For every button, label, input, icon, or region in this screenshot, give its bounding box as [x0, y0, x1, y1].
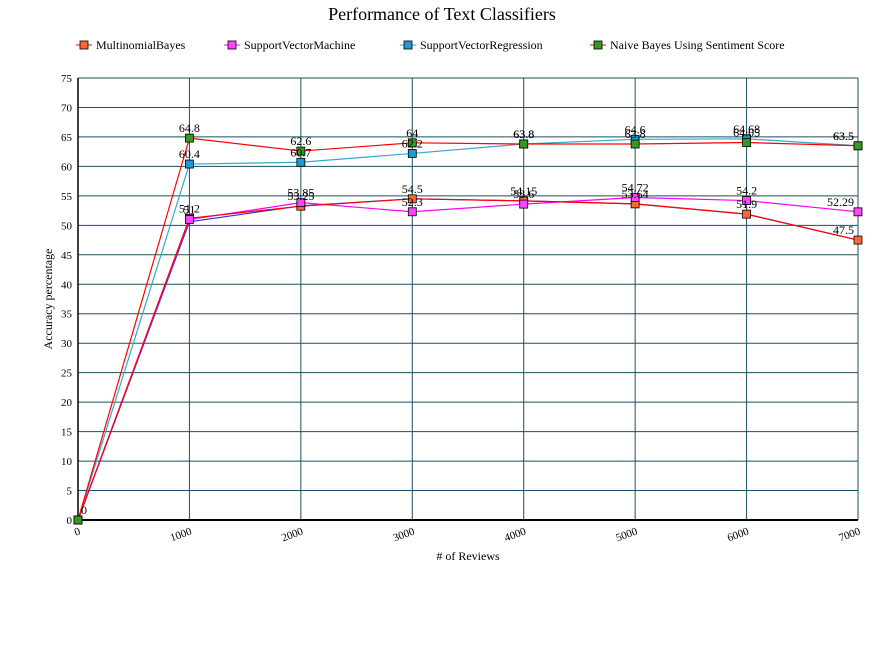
- x-tick-label: 3000: [392, 525, 417, 544]
- data-label: 63.8: [513, 127, 534, 141]
- x-tick-label: 2000: [280, 525, 305, 544]
- data-marker: [742, 196, 751, 205]
- y-tick-label: 35: [61, 309, 73, 321]
- legend-marker: [79, 40, 89, 50]
- data-label: 52.29: [827, 195, 854, 209]
- y-tick-label: 60: [61, 161, 73, 173]
- data-label: 51.9: [736, 197, 757, 211]
- data-marker: [73, 515, 83, 525]
- x-tick-label: 6000: [726, 525, 751, 544]
- data-marker: [185, 159, 194, 169]
- y-tick-label: 30: [61, 338, 73, 350]
- data-marker: [853, 235, 863, 245]
- data-label: 53.25: [287, 189, 314, 203]
- data-label: 62.6: [290, 134, 311, 148]
- data-label: 54.15: [510, 184, 537, 198]
- series-line-blue: [77, 198, 859, 521]
- y-axis-label: Accuracy percentage: [41, 249, 55, 350]
- data-label: 51: [183, 202, 195, 216]
- data-label: 54.5: [402, 182, 423, 196]
- data-label: 63.5: [833, 129, 854, 143]
- data-marker: [407, 138, 417, 148]
- legend-label: SupportVectorMachine: [244, 38, 355, 52]
- data-label: 47.5: [833, 223, 854, 237]
- data-label: 51.2: [179, 201, 200, 215]
- legend-label: SupportVectorRegression: [420, 38, 543, 52]
- data-marker: [519, 199, 529, 209]
- data-marker: [742, 138, 751, 147]
- data-marker: [185, 133, 194, 143]
- data-marker: [407, 207, 417, 217]
- data-marker: [519, 139, 529, 149]
- series-line: [77, 196, 859, 521]
- data-labels: 0 51.2 53.25 54.5 54.15 53.64 51.9 47.5 51 53.85 5…: [81, 121, 854, 517]
- y-tick-label: 10: [61, 456, 73, 468]
- legend-label: MultinomialBayes: [96, 38, 186, 52]
- legend-marker: [227, 40, 237, 50]
- series-line: [77, 137, 859, 521]
- x-tick-label: 1000: [169, 525, 194, 544]
- data-marker: [853, 141, 863, 151]
- data-label: 62.2: [402, 136, 423, 150]
- data-label: 53.6: [513, 187, 534, 201]
- data-label: 53.64: [622, 187, 649, 201]
- y-tick-label: 5: [67, 486, 73, 498]
- y-tick-label: 45: [61, 250, 73, 262]
- series-line: [77, 138, 859, 521]
- x-tick-label: 5000: [614, 525, 639, 544]
- data-marker: [630, 139, 640, 149]
- data-label: 64.68: [733, 122, 760, 136]
- grid: [78, 77, 859, 520]
- data-label: 63.5: [833, 129, 854, 143]
- series-markers: [73, 133, 863, 525]
- x-tick-label: 0: [73, 525, 83, 538]
- legend-label: Naive Bayes Using Sentiment Score: [610, 38, 785, 52]
- series-lines: [77, 137, 859, 521]
- y-tick-label: 55: [61, 191, 73, 203]
- data-marker: [630, 193, 640, 202]
- data-label: 64: [406, 126, 418, 140]
- data-marker: [853, 207, 863, 217]
- data-label: 63.8: [625, 127, 646, 141]
- data-label: 54.72: [622, 181, 649, 195]
- data-label: 53.85: [287, 186, 314, 200]
- data-marker: [296, 146, 306, 156]
- data-label: 54.2: [736, 184, 757, 198]
- y-tick-label: 65: [61, 132, 73, 144]
- x-tick-label: 4000: [503, 525, 528, 544]
- series-line: [77, 198, 859, 521]
- data-label: 0: [81, 503, 87, 517]
- legend-marker: [403, 40, 413, 50]
- data-marker: [185, 215, 194, 224]
- data-marker: [742, 209, 751, 219]
- y-tick-label: 70: [61, 102, 73, 114]
- y-tick-label: 15: [61, 427, 73, 439]
- chart-title: Performance of Text Classifiers: [328, 4, 556, 24]
- data-label: 60.4: [179, 147, 200, 161]
- data-marker: [407, 149, 417, 158]
- data-label: 64.05: [733, 126, 760, 140]
- data-marker: [296, 157, 306, 167]
- y-tick-label: 25: [61, 368, 73, 380]
- data-label: 60.7: [290, 145, 311, 159]
- data-label: 64.6: [625, 122, 646, 136]
- x-tick-label: 7000: [837, 525, 862, 544]
- data-marker: [407, 194, 417, 204]
- data-label: 52.3: [402, 195, 423, 209]
- legend-marker: [593, 40, 603, 50]
- y-tick-label: 20: [61, 397, 73, 409]
- data-marker: [296, 198, 306, 208]
- y-tick-label: 75: [61, 73, 73, 85]
- y-tick-label: 0: [67, 515, 73, 527]
- y-tick-label: 50: [61, 220, 73, 232]
- data-label: 63.8: [513, 127, 534, 141]
- x-axis-label: # of Reviews: [436, 549, 500, 563]
- data-label: 64.8: [179, 121, 200, 135]
- y-tick-label: 40: [61, 279, 73, 291]
- legend: MultinomialBayes SupportVectorMachine Supp…: [76, 38, 785, 52]
